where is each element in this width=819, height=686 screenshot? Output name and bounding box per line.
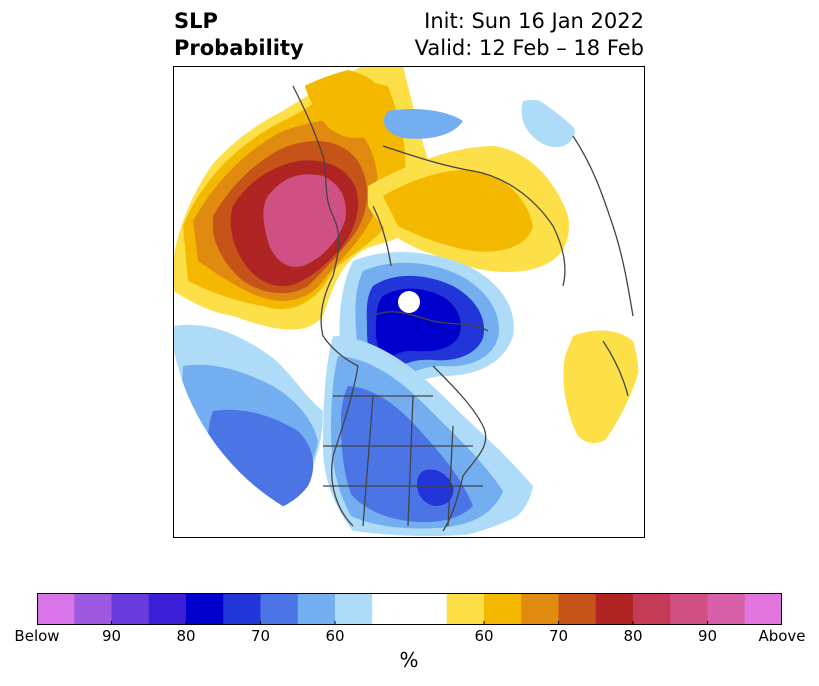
title-left: SLP Probability	[174, 8, 304, 62]
region-north-atlantic-70	[303, 68, 383, 138]
colorbar-swatch	[484, 593, 522, 625]
colorbar-swatch	[260, 593, 299, 625]
colorbar-swatch	[595, 593, 634, 625]
region-north-america-85	[417, 469, 454, 506]
colorbar-swatch	[409, 593, 448, 625]
colorbar-swatch	[335, 593, 373, 625]
colorbar-swatch	[558, 593, 597, 625]
title-init-date: Init: Sun 16 Jan 2022	[424, 9, 644, 33]
colorbar-tick-label: 60	[474, 627, 494, 645]
colorbar-swatch	[521, 593, 559, 625]
title-valid-range: Valid: 12 Feb – 18 Feb	[414, 36, 644, 60]
region-europe-95	[263, 174, 347, 267]
colorbar-swatch	[633, 593, 671, 625]
coastlines	[292, 85, 634, 532]
colorbar-tick-label: 70	[548, 627, 569, 645]
colorbar-swatch	[111, 593, 150, 625]
colorbar-swatch	[670, 593, 708, 625]
probability-map	[173, 66, 645, 538]
colorbar-swatch	[446, 593, 485, 625]
colorbar-swatch	[74, 593, 112, 625]
colorbar-swatch	[297, 593, 336, 625]
colorbar-swatch	[223, 593, 261, 625]
map-frame	[173, 66, 645, 538]
colorbar-tick-label: 90	[697, 627, 718, 645]
colorbar-tick-label: Below	[14, 627, 60, 645]
region-siberia-below	[383, 109, 463, 139]
colorbar-tick-label: Above	[758, 627, 806, 645]
colorbar-swatch	[372, 593, 410, 625]
colorbar-swatch	[744, 593, 782, 625]
colorbar-tick-label: 70	[250, 627, 271, 645]
pole-hole	[398, 291, 420, 313]
colorbar-swatch	[707, 593, 746, 625]
colorbar	[37, 593, 782, 625]
colorbar-swatch	[148, 593, 187, 625]
region-siberia-70	[383, 170, 533, 252]
colorbar-tick-label: 60	[325, 627, 345, 645]
title-variable: SLP	[174, 9, 218, 33]
colorbar-tick-label: 80	[176, 627, 196, 645]
title-right: Init: Sun 16 Jan 2022 Valid: 12 Feb – 18…	[415, 8, 644, 62]
region-east-pacific-above	[563, 330, 639, 444]
colorbar-tick-label: 90	[101, 627, 122, 645]
colorbar-unit-label: %	[399, 648, 419, 672]
colorbar-swatch	[37, 593, 75, 625]
colorbar-swatch	[186, 593, 224, 625]
title-product: Probability	[174, 36, 304, 60]
colorbar-tick-label: 80	[623, 627, 643, 645]
colorbar-border	[37, 593, 782, 625]
region-arctic-90	[375, 288, 461, 362]
